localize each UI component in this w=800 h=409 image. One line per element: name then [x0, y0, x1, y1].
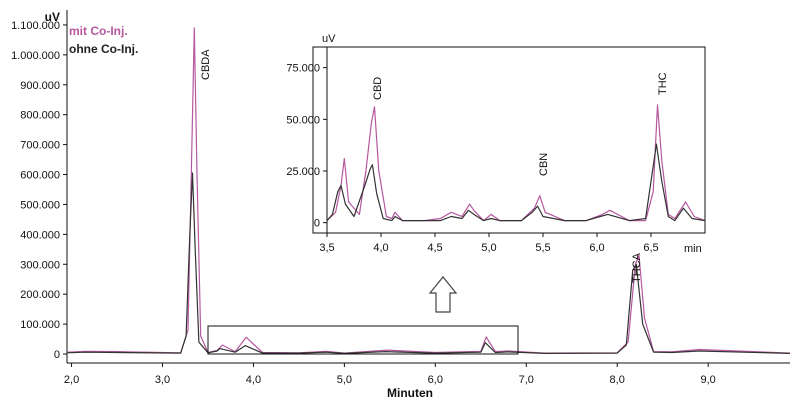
- main-x-tick-label: 7,0: [519, 374, 534, 386]
- inset-x-ticks: 3,5 4,0 4,5 5,0 5,5 6,0 6,5: [319, 233, 659, 254]
- inset-x-tick-label: 3,5: [319, 242, 334, 254]
- inset-x-axis-label: min: [684, 243, 702, 255]
- main-x-tick-label: 4,0: [246, 374, 261, 386]
- inset-y-tick-label: 75.000: [286, 63, 320, 75]
- peak-label-cbda: CBDA: [200, 49, 212, 80]
- main-y-tick-label: 400.000: [20, 229, 60, 241]
- peak-label-cbn: CBN: [538, 153, 550, 176]
- main-series-line-ohne-co-inj: [66, 172, 791, 354]
- inset-x-tick-label: 6,5: [643, 242, 658, 254]
- main-y-tick-label: 800.000: [20, 110, 60, 122]
- inset-y-axis-label: uV: [322, 33, 336, 45]
- inset-x-tick-label: 5,0: [481, 242, 496, 254]
- peak-label-thca: THCA: [631, 252, 643, 283]
- inset-peak-labels: CBD CBN THC: [372, 72, 669, 176]
- main-x-tick-label: 9,0: [701, 374, 716, 386]
- inset-y-tick-label: 25.000: [286, 166, 320, 178]
- main-y-tick-label: 300.000: [20, 259, 60, 271]
- main-y-ticks: 0 100.000 200.000 300.000 400.000 500.000 600.…: [11, 20, 67, 361]
- main-y-tick-label: 900.000: [20, 80, 60, 92]
- main-y-tick-label: 0: [54, 349, 60, 361]
- main-x-tick-label: 8,0: [610, 374, 625, 386]
- main-y-tick-label: 700.000: [20, 140, 60, 152]
- main-x-tick-label: 5,0: [337, 374, 352, 386]
- main-series: [66, 27, 791, 354]
- inset-series: [326, 104, 706, 222]
- inset-x-tick-label: 5,5: [535, 242, 550, 254]
- legend-item-mit-co-inj: mit Co-Inj.: [69, 24, 128, 38]
- main-y-tick-label: 1.000.000: [11, 50, 60, 62]
- inset-x-tick-label: 4,0: [373, 242, 388, 254]
- inset-series-line-ohne-co-inj: [326, 143, 706, 222]
- main-y-axis-label: uV: [45, 10, 60, 24]
- main-x-tick-label: 6,0: [428, 374, 443, 386]
- peak-label-thc: THC: [657, 72, 669, 95]
- inset-frame: [312, 46, 706, 234]
- main-y-tick-label: 100.000: [20, 319, 60, 331]
- main-x-tick-label: 3,0: [155, 374, 170, 386]
- inset-x-tick-label: 6,0: [589, 242, 604, 254]
- inset-y-ticks: 0 25.000 50.000 75.000: [286, 63, 327, 230]
- inset-x-tick-label: 4,5: [427, 242, 442, 254]
- zoom-region-box: [207, 325, 519, 355]
- main-y-tick-label: 200.000: [20, 289, 60, 301]
- peak-label-cbd: CBD: [372, 77, 384, 100]
- up-arrow-icon: [428, 276, 458, 313]
- main-y-tick-label: 500.000: [20, 199, 60, 211]
- main-chart: uV Minuten 0 100.000 200.000 300.000 400.000…: [11, 10, 791, 400]
- main-x-tick-label: 2,0: [64, 374, 79, 386]
- main-x-ticks: 2,0 3,0 4,0 5,0 6,0 7,0 8,0 9,0: [64, 363, 716, 386]
- main-y-tick-label: 1.100.000: [11, 20, 60, 32]
- main-x-axis-label: Minuten: [387, 386, 433, 400]
- inset-y-tick-label: 0: [314, 218, 320, 230]
- legend: mit Co-Inj. ohne Co-Inj.: [69, 24, 138, 56]
- main-y-tick-label: 600.000: [20, 170, 60, 182]
- inset-y-tick-label: 50.000: [286, 114, 320, 126]
- legend-item-ohne-co-inj: ohne Co-Inj.: [69, 42, 138, 56]
- main-peak-labels: CBDA THCA: [200, 49, 643, 283]
- inset-chart: uV min 0 25.000 50.000 75.000 3,5 4,0 4,5 5,0 5…: [286, 33, 706, 255]
